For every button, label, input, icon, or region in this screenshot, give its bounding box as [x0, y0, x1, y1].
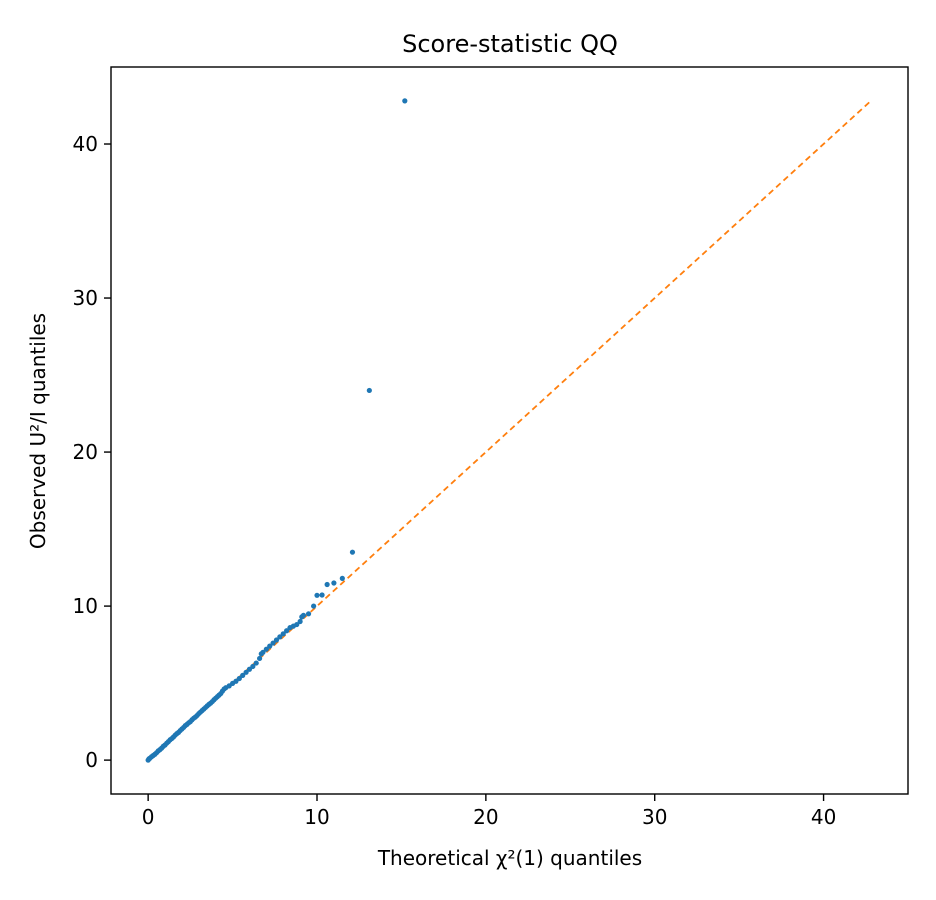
y-axis-label: Observed U²/I quantiles: [26, 313, 50, 549]
data-point: [273, 637, 280, 643]
data-point: [270, 640, 276, 646]
y-tick-label: 30: [73, 286, 98, 310]
data-point: [349, 549, 356, 555]
y-tick-label: 20: [73, 440, 98, 464]
x-tick-label: 20: [473, 805, 498, 829]
data-point: [260, 649, 266, 655]
x-axis-label: Theoretical χ²(1) quantiles: [377, 846, 642, 870]
data-point: [311, 603, 317, 609]
data-point: [402, 98, 408, 104]
y-tick-label: 40: [73, 132, 98, 156]
data-point: [305, 611, 312, 617]
plot-content: [145, 98, 872, 763]
y-axis-ticks: 0 10 20 30 40: [73, 132, 111, 772]
data-point: [297, 618, 303, 625]
data-points: [145, 98, 408, 763]
data-point: [300, 612, 307, 618]
data-point: [243, 669, 249, 675]
data-point: [314, 592, 320, 598]
data-point: [253, 660, 259, 666]
data-point: [240, 672, 246, 679]
data-point: [277, 634, 283, 640]
data-point: [256, 655, 263, 662]
plot-frame: [110, 66, 909, 795]
data-point: [267, 643, 273, 649]
y-tick-label: 0: [85, 748, 98, 772]
x-tick-label: 30: [642, 805, 667, 829]
x-tick-label: 40: [811, 805, 836, 829]
data-point: [284, 628, 290, 634]
data-point: [294, 621, 300, 628]
x-axis-ticks: 0 10 20 30 40: [142, 794, 836, 829]
data-point: [319, 592, 325, 598]
data-point: [331, 580, 337, 586]
data-point: [324, 581, 330, 588]
chart-title: Score-statistic QQ: [402, 30, 618, 58]
data-point: [366, 387, 372, 394]
data-point: [250, 663, 256, 670]
data-point: [280, 631, 286, 637]
data-point: [236, 675, 242, 682]
data-point: [339, 575, 345, 581]
y-tick-label: 10: [73, 594, 98, 618]
x-tick-label: 10: [304, 805, 329, 829]
x-tick-label: 0: [142, 805, 155, 829]
data-point: [263, 646, 269, 652]
